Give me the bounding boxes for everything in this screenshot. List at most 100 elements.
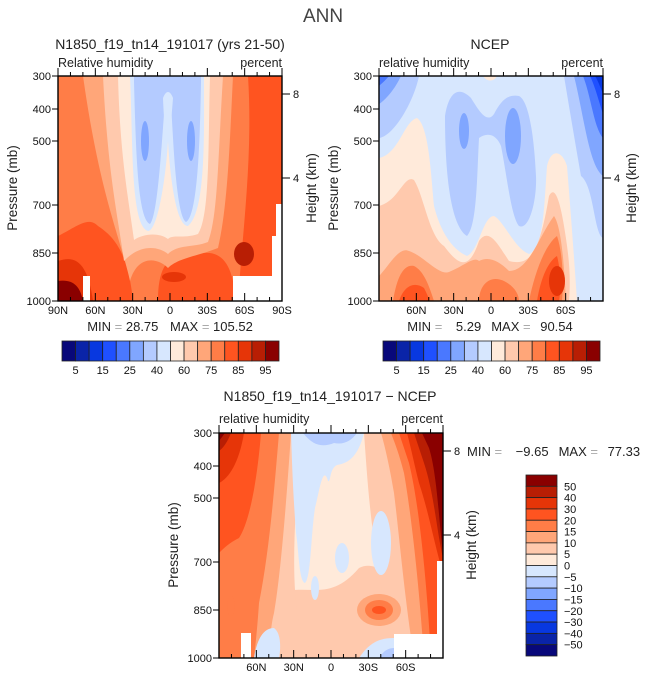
colorbar-label: 75 [205, 365, 217, 377]
x-tick-label: 30N [284, 662, 304, 674]
colorbar-label: 5 [564, 549, 570, 561]
colorbar-box [197, 340, 212, 362]
contour-level-25 [459, 113, 469, 149]
colorbar-label: −10 [564, 583, 583, 595]
colorbar-box [518, 340, 533, 362]
contour-level-10 [595, 76, 603, 94]
min-max-readout: MIN = −9.65 MAX = 77.33 [467, 444, 640, 459]
colorbar-label: 40 [564, 493, 576, 505]
y-tick-label: 500 [33, 136, 51, 148]
colorbar-label: 95 [580, 365, 592, 377]
y-tick-label: 400 [194, 461, 212, 473]
axes-layer: 90N 60N 30N 0 30S 60S 90S300400500700850100084… [5, 68, 639, 674]
colorbar-box [525, 542, 558, 555]
colorbar-box [463, 340, 479, 362]
colorbar-box [504, 340, 520, 362]
colorbar-box [525, 485, 558, 499]
missing-data-mask [241, 633, 251, 658]
contour-level-50 [422, 433, 443, 553]
panel-title: N1850_f19_tn14_191017 − NCEP [224, 388, 437, 404]
x-tick-label: 0 [488, 305, 494, 317]
y2-tick-label: 4 [293, 173, 299, 185]
colorbar-box [572, 340, 587, 362]
colorbar-label: −40 [564, 628, 583, 640]
colorbar-box [115, 340, 131, 362]
y-axis-title: Pressure (mb) [5, 145, 20, 231]
colorbar-box [586, 340, 601, 362]
x-tick-label: 30N [123, 305, 143, 317]
x-tick-label: 30S [198, 305, 218, 317]
x-tick-label: 60S [556, 305, 576, 317]
contour-plot [379, 76, 603, 301]
x-tick-label: 30N [444, 305, 464, 317]
x-tick-label: 60N [246, 662, 266, 674]
y-tick-label: 1000 [348, 296, 372, 308]
missing-data-mask [233, 204, 282, 301]
colorbar-box [382, 340, 397, 362]
units-label: percent [561, 56, 603, 70]
contour-level-20 [372, 606, 386, 614]
colorbar-label: 25 [445, 365, 457, 377]
colorbar-label: 85 [232, 365, 244, 377]
contour-level-25 [187, 121, 195, 161]
colorbar-label: 15 [418, 365, 430, 377]
x-tick-label: 30S [519, 305, 539, 317]
contour-level-90 [549, 266, 565, 296]
contour-level-minus-5 [254, 628, 281, 658]
colorbar-label: 40 [472, 365, 484, 377]
x-tick-label: 0 [167, 305, 173, 317]
contour-level-85 [158, 252, 236, 301]
colorbar-box [525, 531, 558, 544]
figure-title: ANN [303, 6, 343, 27]
contour-level-40 [163, 92, 173, 138]
contour-level-50 [483, 76, 497, 81]
y2-tick-label: 8 [454, 446, 460, 458]
colorbar-box [525, 553, 558, 566]
contour-level-75 [479, 278, 519, 301]
contour-plot [58, 76, 282, 301]
colorbar-box [545, 340, 560, 362]
colorbar-box [170, 340, 185, 362]
y-tick-label: 700 [354, 200, 372, 212]
y-tick-label: 300 [194, 428, 212, 440]
x-tick-label: 60S [235, 305, 255, 317]
colorbar-label: −5 [564, 572, 577, 584]
contour-level-minus-5 [371, 511, 391, 575]
colorbar-box [75, 340, 90, 362]
x-tick-label: 60N [406, 305, 426, 317]
y-tick-label: 850 [33, 248, 51, 260]
colorbar-label: 40 [151, 365, 163, 377]
colorbar-box [142, 340, 158, 362]
missing-data-mask [83, 276, 90, 301]
contour-level-40 [219, 433, 231, 451]
colorbar-label: 0 [564, 561, 570, 573]
colorbar-box [210, 340, 226, 362]
contour-level-25 [379, 76, 401, 104]
colorbar-label: 95 [259, 365, 271, 377]
panel-title: N1850_f19_tn14_191017 (yrs 21-50) [55, 36, 285, 52]
colorbar-box [525, 576, 558, 589]
colorbar-label: 15 [97, 365, 109, 377]
contour-level-30 [134, 76, 201, 224]
plot-axes: 60N 30N 0 30S 60S 300 400 500 700 850 1000 8 4 [348, 68, 620, 317]
y2-tick-label: 8 [293, 89, 299, 101]
contour-level-minus-5 [311, 576, 319, 600]
y2-tick-label: 4 [614, 173, 620, 185]
colorbar-box [525, 610, 558, 623]
colorbar-label: 60 [178, 365, 190, 377]
x-tick-label: 90S [272, 305, 292, 317]
colorbar-box [525, 644, 558, 657]
y-tick-label: 700 [194, 557, 212, 569]
colorbar-box [525, 497, 558, 510]
panel-title: NCEP [471, 36, 510, 52]
colorbar-box [237, 340, 253, 362]
colorbar: 5 15 25 40 60 75 85 95 [382, 340, 601, 377]
min-max-readout: MIN = 5.29 MAX = 90.54 [407, 319, 573, 334]
colorbar-box [251, 340, 266, 362]
colorbar-label: −50 [564, 640, 583, 652]
x-tick-label: 60S [396, 662, 416, 674]
contour-plot [219, 433, 443, 658]
y2-tick-label: 8 [614, 89, 620, 101]
variable-label: relative humidity [219, 412, 310, 426]
